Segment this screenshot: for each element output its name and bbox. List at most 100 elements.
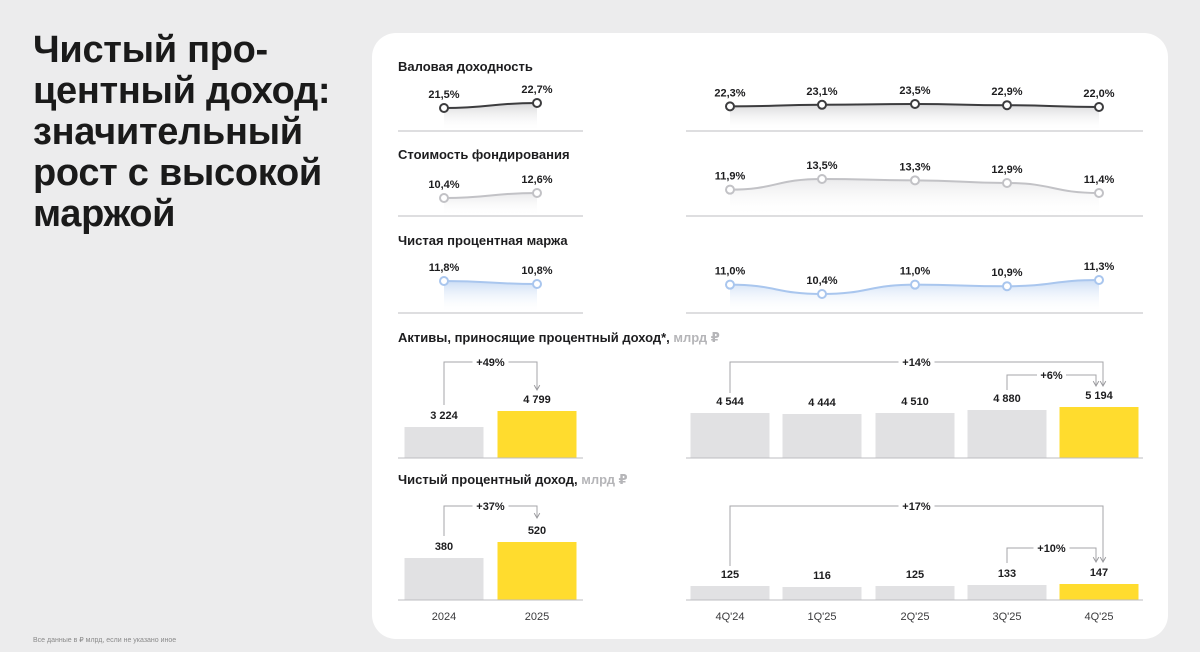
data-label: 22,3% <box>714 87 745 99</box>
data-label: 11,3% <box>1084 261 1115 273</box>
bar <box>1059 407 1139 458</box>
growth-label: +10% <box>1037 543 1066 555</box>
data-point <box>817 99 827 110</box>
growth-label-bg <box>898 498 935 513</box>
section-title-funding-cost: Стоимость фондирования <box>398 147 570 162</box>
growth-annotation: +10% <box>1006 540 1100 563</box>
data-point <box>910 175 920 186</box>
growth-annotation: +17% <box>729 498 1107 566</box>
data-point <box>725 279 735 290</box>
bar-series-assets_annual: 3 224 4 799 +49% <box>404 354 577 458</box>
data-label: 21,5% <box>428 89 459 101</box>
bar-series-assets_quarterly: 4 544 4 444 4 510 4 880 5 194 +14% +6% <box>690 354 1139 458</box>
bar <box>497 411 577 458</box>
data-label: 13,3% <box>899 161 930 173</box>
bar-value-label: 133 <box>998 568 1016 580</box>
data-point <box>439 276 449 286</box>
series-line <box>443 192 538 199</box>
data-label: 11,0% <box>715 266 746 278</box>
data-label: 11,8% <box>429 262 460 274</box>
growth-annotation: +49% <box>443 354 541 405</box>
x-tick-label: 4Q'24 <box>715 611 744 623</box>
line-series-funding_cost_quarterly: 11,9% 13,5% 13,3% 12,9% 11,4% <box>715 160 1115 216</box>
bar-value-label: 3 224 <box>430 410 458 422</box>
data-point <box>532 98 542 108</box>
area-fill <box>444 193 537 216</box>
data-point <box>725 184 735 195</box>
growth-annotation: +37% <box>443 498 541 536</box>
growth-bracket <box>729 505 1107 566</box>
data-point <box>532 279 542 289</box>
x-tick-label: 2Q'25 <box>900 611 929 623</box>
slide-title: Чистый про- центный доход: значительный … <box>33 30 353 235</box>
growth-annotation: +6% <box>1006 367 1100 390</box>
growth-label: +17% <box>902 501 931 513</box>
slide-title-line: значительный <box>33 111 303 153</box>
bar-series-nii_annual: 380 520 +37% <box>404 498 577 600</box>
section-title-nii-unit: млрд ₽ <box>581 472 628 487</box>
growth-label: +14% <box>902 357 931 369</box>
bar-value-label: 147 <box>1090 567 1108 579</box>
data-label: 22,7% <box>521 84 552 96</box>
growth-label-bg <box>1037 367 1066 382</box>
series-line <box>443 102 538 109</box>
bar-value-label: 4 444 <box>808 397 836 409</box>
footnote: Все данные в ₽ млрд, если не указано ино… <box>33 637 177 644</box>
slide-title-line: Чистый про- <box>33 29 268 71</box>
data-point <box>532 188 542 198</box>
bar-value-label: 125 <box>721 569 739 581</box>
growth-label-bg <box>472 354 509 369</box>
x-tick-label: 1Q'25 <box>807 611 836 623</box>
line-series-gross_yield_quarterly: 22,3% 23,1% 23,5% 22,9% 22,0% <box>714 85 1115 131</box>
data-point <box>1002 100 1012 111</box>
bar-value-label: 4 510 <box>901 396 929 408</box>
x-tick-label: 3Q'25 <box>992 611 1021 623</box>
data-point <box>817 289 827 299</box>
bar-value-label: 4 544 <box>716 396 744 408</box>
growth-label-bg <box>472 498 509 513</box>
growth-label-bg <box>898 354 935 369</box>
data-point <box>817 174 827 184</box>
bar-value-label: 5 194 <box>1085 390 1113 402</box>
bar <box>497 542 577 600</box>
bar-value-label: 380 <box>435 541 453 553</box>
data-point <box>439 193 449 203</box>
line-series-funding_cost_annual: 10,4% 12,6% <box>428 174 553 216</box>
bar <box>875 586 955 600</box>
data-label: 12,9% <box>991 164 1022 176</box>
area-fill <box>730 179 1099 216</box>
section-title-nim: Чистая процентная маржа <box>398 233 568 248</box>
bar <box>967 410 1047 458</box>
data-point <box>1002 178 1012 188</box>
data-label: 10,4% <box>806 275 837 287</box>
data-label: 10,9% <box>991 267 1022 279</box>
section-title-assets: Активы, приносящие процентный доход*, мл… <box>398 330 720 346</box>
growth-label: +49% <box>476 357 505 369</box>
data-point <box>910 279 920 290</box>
data-label: 22,9% <box>991 86 1022 98</box>
bar <box>404 558 484 600</box>
data-point <box>439 103 449 113</box>
area-fill <box>444 281 537 313</box>
area-fill <box>730 104 1099 131</box>
bar <box>782 414 862 458</box>
bar-value-label: 125 <box>906 569 924 581</box>
section-title-gross-yield: Валовая доходность <box>398 59 533 74</box>
line-series-nim_quarterly: 11,0% 10,4% 11,0% 10,9% 11,3% <box>715 261 1115 313</box>
data-label: 23,5% <box>899 85 930 97</box>
bar <box>404 427 484 458</box>
x-tick-label: 2025 <box>525 611 549 623</box>
growth-label-bg <box>1033 540 1070 555</box>
data-point <box>1094 102 1104 112</box>
bar <box>1059 584 1139 600</box>
data-label: 10,8% <box>521 265 552 277</box>
data-label: 11,4% <box>1084 174 1115 186</box>
data-label: 11,9% <box>715 171 746 183</box>
area-fill <box>444 103 537 131</box>
data-label: 23,1% <box>806 86 837 98</box>
slide-title-line: центный доход: <box>33 70 331 112</box>
bar <box>690 413 770 458</box>
line-series-nim_annual: 11,8% 10,8% <box>429 262 553 313</box>
growth-label: +6% <box>1040 370 1063 382</box>
